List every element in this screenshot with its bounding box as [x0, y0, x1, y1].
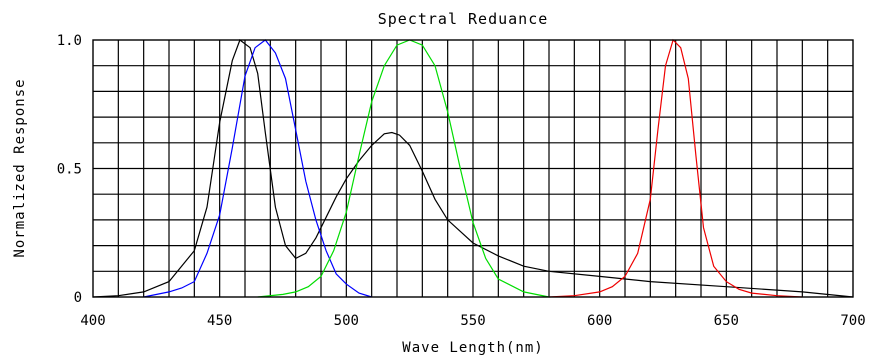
- x-axis-title: Wave Length(nm): [402, 340, 543, 356]
- tick-labels: 400 450 500 550 600 650 700 0 0.5 1.0: [57, 33, 866, 329]
- series-line-2: [143, 39, 372, 298]
- y-tick-label: 0: [74, 290, 82, 306]
- x-tick-label: 450: [207, 313, 232, 329]
- x-tick-label: 550: [460, 313, 485, 329]
- x-tick-label: 650: [714, 313, 739, 329]
- x-tick-label: 700: [840, 313, 865, 329]
- x-tick-label: 500: [334, 313, 359, 329]
- y-tick-label: 1.0: [57, 33, 82, 49]
- plot-frame: [92, 39, 854, 298]
- y-axis-title: Normalized Response: [12, 78, 28, 257]
- x-tick-label: 400: [80, 313, 105, 329]
- series-line-1: [92, 39, 854, 298]
- plot-area: [92, 38, 854, 298]
- series-line-3: [257, 39, 550, 298]
- grid: [93, 40, 853, 297]
- y-tick-label: 0.5: [57, 162, 82, 178]
- x-tick-label: 600: [587, 313, 612, 329]
- chart-title: Spectral Reduance: [378, 10, 549, 28]
- series-line-4: [548, 38, 803, 298]
